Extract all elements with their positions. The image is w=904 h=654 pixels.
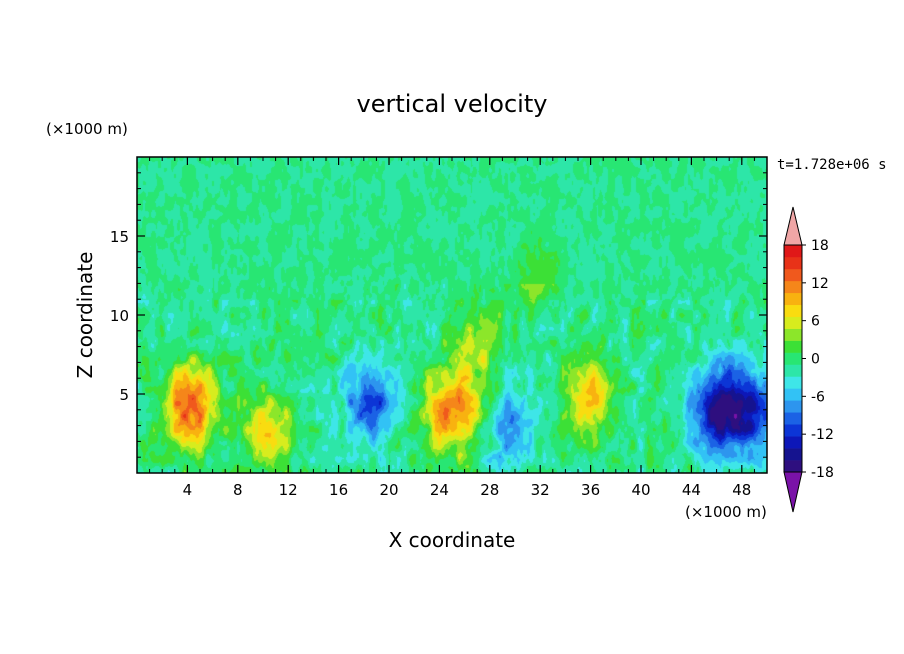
colorbar-band [784,245,802,258]
velocity-field [137,157,767,473]
x-tick-label: 4 [183,481,193,499]
colorbar-tick-label: -6 [811,389,825,405]
colorbar-band [784,412,802,425]
x-tick-label: 28 [480,481,499,499]
x-tick-label: 44 [682,481,701,499]
y-axis: 5 10 15 [110,172,767,458]
y-tick-label: 5 [119,386,129,404]
y-unit-label: (×1000 m) [46,120,128,138]
x-tick-label: 20 [379,481,398,499]
x-tick-label: 40 [631,481,650,499]
colorbar: 18 12 6 0 -6 -12 -18 [783,206,834,513]
colorbar-band [784,256,802,270]
colorbar-tick-label: 0 [811,352,820,368]
colorbar-band [784,388,802,401]
x-tick-label: 8 [233,481,243,499]
x-axis: 4 8 12 16 20 24 28 32 36 40 44 48 [149,157,755,499]
y-tick-label: 10 [110,307,129,325]
chart-title: vertical velocity [357,90,548,118]
colorbar-band [784,340,802,353]
colorbar-band [784,400,802,413]
x-unit-label: (×1000 m) [685,503,767,521]
colorbar-band [784,328,802,341]
x-tick-label: 24 [430,481,449,499]
colorbar-band [784,292,802,306]
x-tick-label: 32 [531,481,550,499]
colorbar-band [784,352,802,365]
colorbar-band [784,376,802,389]
colorbar-band [784,424,802,437]
colorbar-band [784,448,802,461]
colorbar-overflow-max [783,206,803,246]
x-tick-label: 12 [279,481,298,499]
colorbar-tick-label: 12 [811,276,829,292]
colorbar-overflow-min [783,471,803,513]
colorbar-band [784,304,802,317]
time-label: t=1.728e+06 s [777,157,887,173]
x-tick-label: 36 [581,481,600,499]
colorbar-tick-label: 6 [811,314,820,330]
colorbar-band [784,280,802,294]
plot-area [136,156,768,474]
colorbar-band [784,268,802,282]
colorbar-band [784,316,802,329]
x-tick-label: 48 [732,481,751,499]
colorbar-band [784,364,802,377]
x-axis-label: X coordinate [389,528,516,552]
colorbar-tick-label: -12 [811,427,834,443]
colorbar-band [784,460,802,473]
y-axis-label: Z coordinate [73,252,97,379]
colorbar-tick-label: 18 [811,238,829,254]
colorbar-tick-label: -18 [811,465,834,481]
colorbar-band [784,436,802,449]
x-tick-label: 16 [329,481,348,499]
y-tick-label: 15 [110,228,129,246]
